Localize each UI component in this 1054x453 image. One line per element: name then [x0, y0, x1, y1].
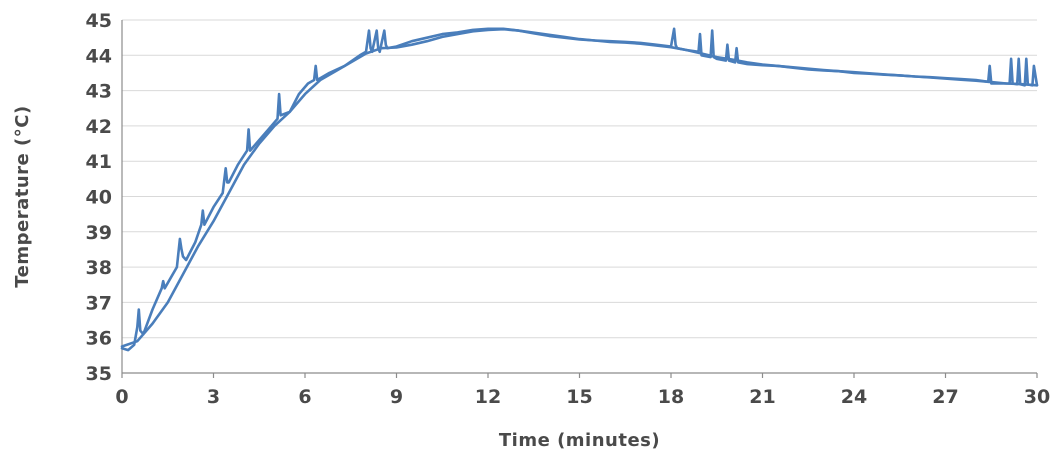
x-tick-label: 30 [1024, 386, 1050, 408]
x-axis-ticks: 0 3 6 9 12 15 18 21 24 27 30 [115, 373, 1050, 408]
x-tick-label: 3 [207, 386, 220, 408]
y-tick-label: 45 [86, 10, 112, 32]
y-tick-label: 40 [86, 187, 112, 209]
x-tick-label: 24 [841, 386, 867, 408]
y-tick-label: 42 [86, 116, 112, 138]
x-tick-label: 0 [115, 386, 128, 408]
series-line-2 [120, 27, 1039, 348]
y-tick-label: 44 [86, 45, 112, 67]
y-axis-ticks: 35 36 37 38 39 40 41 42 43 44 45 [86, 10, 112, 385]
x-tick-label: 9 [390, 386, 403, 408]
y-tick-label: 39 [86, 222, 112, 244]
y-tick-label: 43 [86, 81, 112, 103]
x-tick-label: 15 [566, 386, 592, 408]
gridlines [122, 19, 1037, 339]
y-tick-label: 38 [86, 257, 112, 279]
y-tick-label: 35 [86, 363, 112, 385]
x-tick-label: 27 [932, 386, 958, 408]
x-tick-label: 18 [658, 386, 684, 408]
series-group [120, 27, 1039, 352]
x-axis-title: Time (minutes) [499, 430, 660, 451]
y-tick-label: 36 [86, 328, 112, 350]
y-tick-label: 37 [86, 292, 112, 314]
y-tick-label: 41 [86, 151, 112, 173]
x-tick-label: 12 [475, 386, 501, 408]
x-tick-label: 6 [298, 386, 311, 408]
x-tick-label: 21 [749, 386, 775, 408]
y-axis-title: Temperature (°C) [12, 105, 33, 287]
